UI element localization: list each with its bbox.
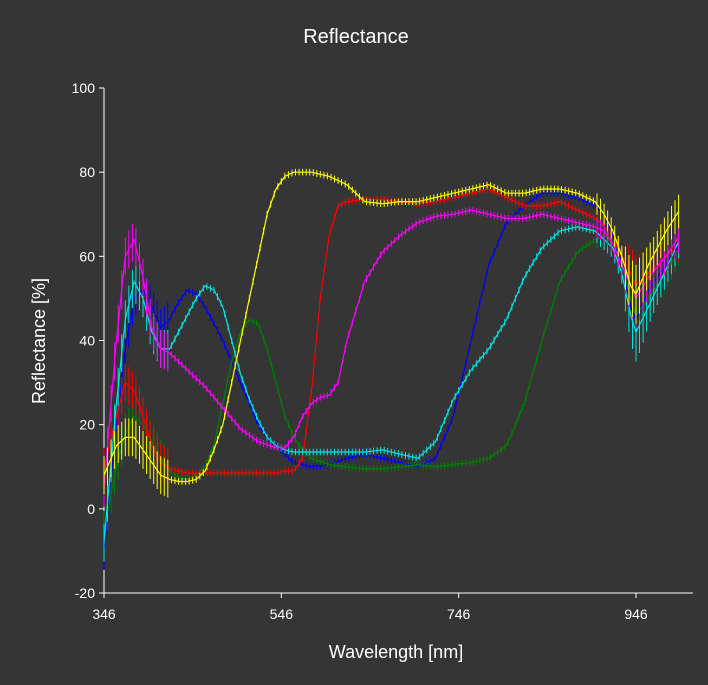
y-axis-label: Reflectance [%]: [29, 278, 49, 404]
y-tick-label: 80: [79, 164, 95, 180]
x-tick-label: 746: [447, 606, 471, 622]
series-line: [103, 188, 679, 474]
x-tick-label: 946: [624, 606, 648, 622]
series-4: [103, 222, 680, 562]
x-axis-label: Wavelength [nm]: [329, 642, 463, 662]
chart-title: Reflectance: [303, 26, 409, 48]
y-tick-label: 60: [79, 248, 95, 264]
axes: [103, 88, 693, 594]
plot-area: [103, 168, 680, 570]
series-line: [103, 209, 680, 488]
y-tick-label: 100: [72, 80, 96, 96]
x-tick-label: 346: [92, 606, 116, 622]
y-ticks: -20 0 20 40 60 80 100: [72, 80, 104, 601]
series-2: [103, 224, 680, 549]
series-line: [103, 226, 680, 543]
x-ticks: 346 546 746 946: [92, 593, 648, 622]
y-tick-label: -20: [75, 585, 95, 601]
series-line: [103, 171, 680, 483]
series-line: [103, 234, 680, 531]
y-tick-label: 20: [79, 417, 95, 433]
y-tick-label: 40: [79, 333, 95, 349]
series-6: [103, 168, 680, 498]
x-tick-label: 546: [270, 606, 294, 622]
y-tick-label: 0: [87, 501, 95, 517]
series-3: [103, 186, 680, 487]
